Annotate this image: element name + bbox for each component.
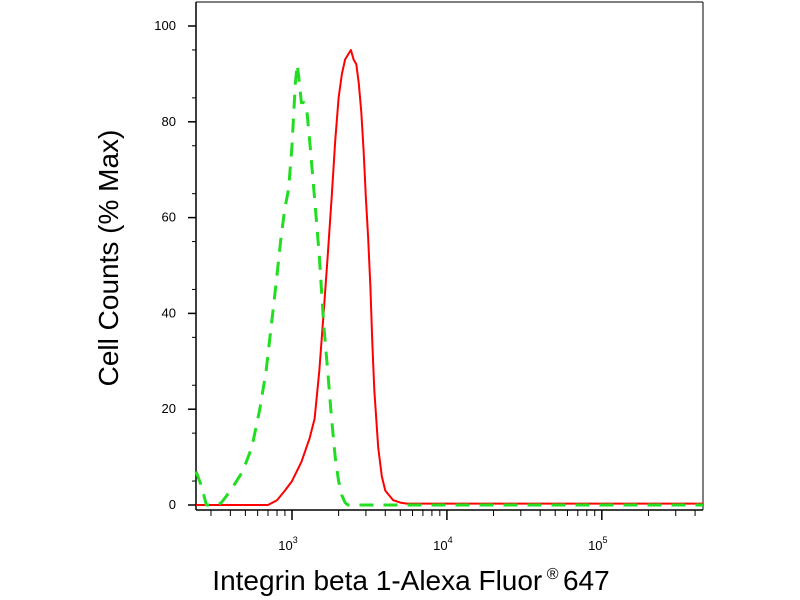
x-tick-label: 104 [433, 535, 452, 553]
y-tick-label: 20 [162, 401, 176, 416]
x-tick-label: 105 [588, 535, 607, 553]
y-tick-label: 60 [162, 210, 176, 225]
y-tick-label: 40 [162, 305, 176, 320]
x-axis-label-superscript: ® [547, 566, 559, 583]
green-dashed-histogram-line [194, 62, 703, 507]
x-axis-label-suffix: 647 [563, 565, 610, 596]
y-tick-label: 80 [162, 114, 176, 129]
y-axis-label: Cell Counts (% Max) [93, 130, 124, 387]
y-ticks: 0 20 40 60 80 100 [154, 18, 196, 512]
plot-area [195, 1, 704, 511]
red-solid-histogram-line [196, 49, 703, 506]
x-tick-label: 103 [278, 535, 297, 553]
y-tick-label: 100 [154, 18, 176, 33]
y-tick-label: 0 [169, 497, 176, 512]
x-ticks: 103 104 105 [210, 510, 696, 553]
x-axis-label: Integrin beta 1-Alexa Fluor ® 647 [212, 565, 609, 596]
x-axis-label-prefix: Integrin beta 1-Alexa Fluor [212, 565, 542, 596]
series-layer [194, 49, 703, 507]
